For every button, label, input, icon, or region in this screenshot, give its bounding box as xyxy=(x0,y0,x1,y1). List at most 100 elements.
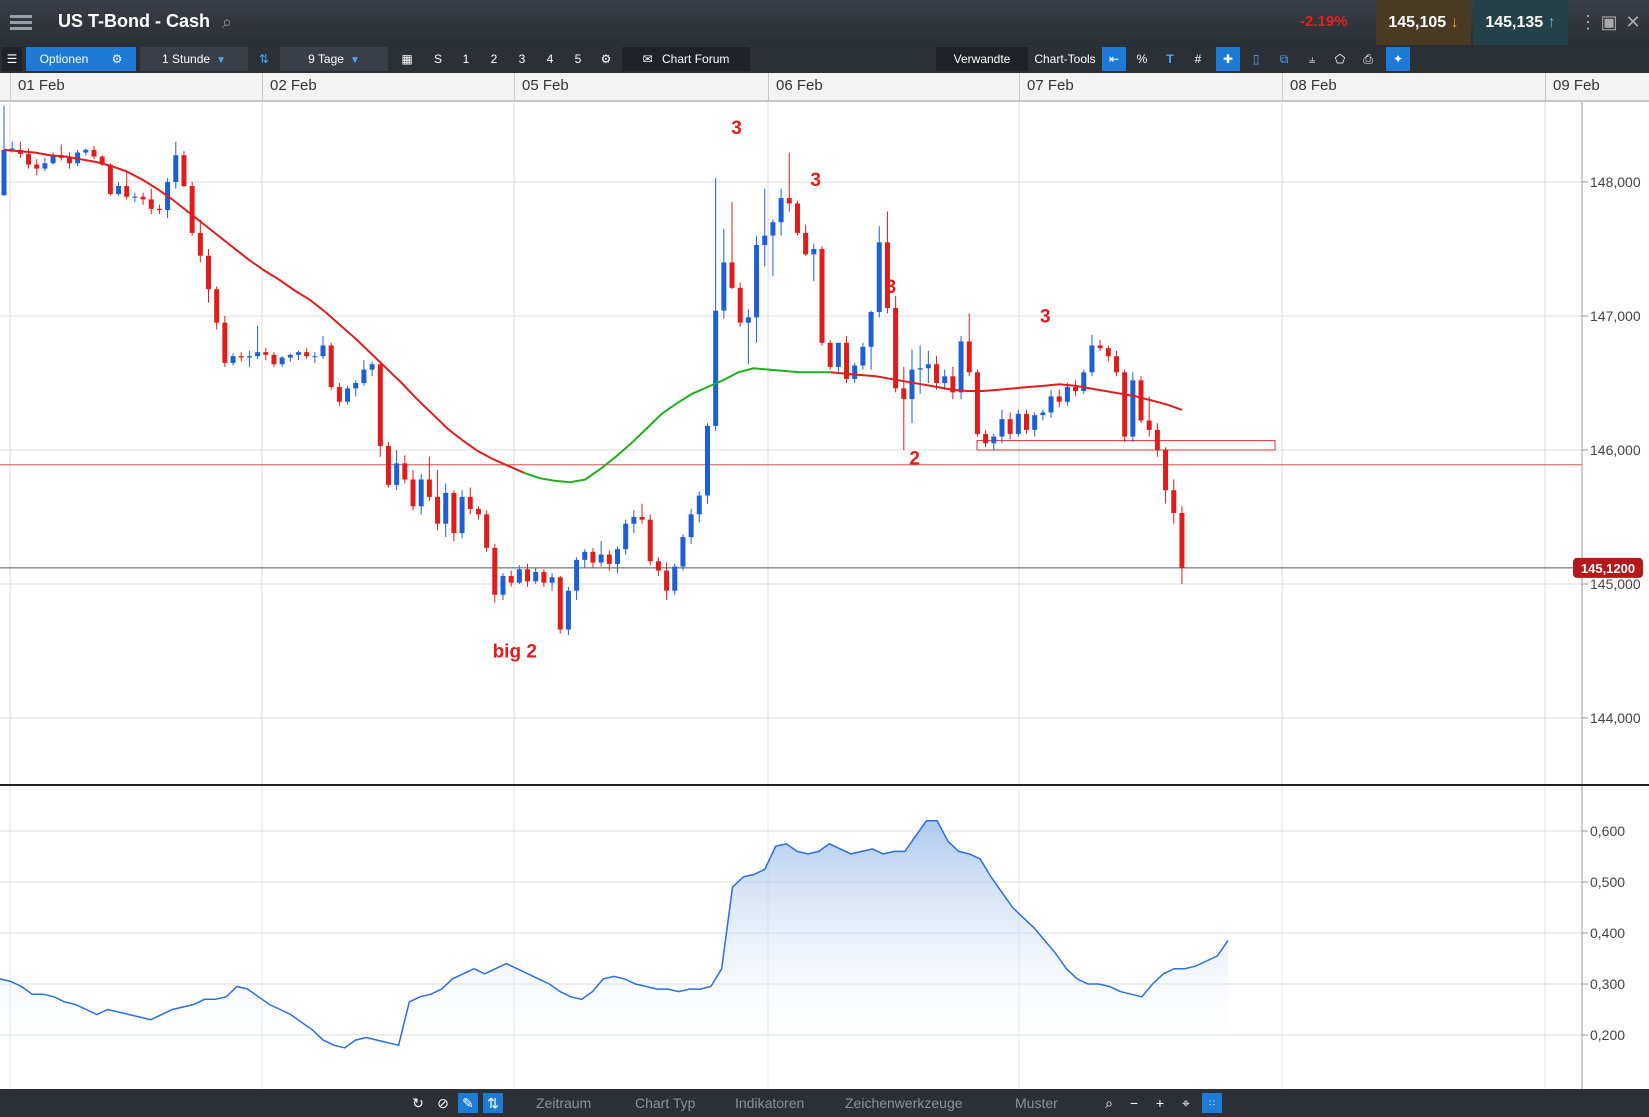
chart-forum-button[interactable]: ✉ Chart Forum xyxy=(622,47,750,71)
indicator-chart[interactable]: 0,600 0,500 0,400 0,300 0,200 xyxy=(0,786,1649,1089)
date-axis: 01 Feb 02 Feb 05 Feb 06 Feb 07 Feb 08 Fe… xyxy=(0,73,1649,102)
zoom-in-icon[interactable]: + xyxy=(1155,1095,1165,1111)
candle-body xyxy=(394,463,400,485)
candle-body xyxy=(884,242,890,308)
bid-price-button[interactable]: 145,105 ↓ xyxy=(1376,0,1471,45)
up-down-icon[interactable]: ⇅ xyxy=(258,52,270,66)
label-tag-icon[interactable]: ⬠ xyxy=(1334,52,1346,66)
date-separator xyxy=(1019,73,1020,100)
options-button[interactable]: Optionen ⚙ xyxy=(26,47,136,71)
crosshair-icon[interactable]: ✚ xyxy=(1216,47,1240,71)
close-icon[interactable]: ✕ xyxy=(1625,12,1641,32)
windows-icon[interactable]: ⧉ xyxy=(1279,52,1289,66)
bottom-toolbar: ↻ ⊘ ✎ ⇅ Zeitraum Chart Typ Indikatoren Z… xyxy=(0,1089,1649,1117)
candle-body xyxy=(901,388,907,400)
candle-body xyxy=(934,364,940,383)
bar-tool-icon[interactable]: ⫨ xyxy=(1308,52,1316,66)
quick-button-4[interactable]: 4 xyxy=(546,52,554,66)
candle-body xyxy=(83,149,89,153)
refresh-icon[interactable]: ↻ xyxy=(412,1095,424,1111)
candle-body xyxy=(132,196,138,198)
settings-gear-icon[interactable]: ⚙ xyxy=(600,52,612,66)
candle-body xyxy=(1048,396,1054,413)
indicators-menu[interactable]: Indikatoren xyxy=(735,1095,805,1111)
candle-body xyxy=(1040,412,1046,416)
candle-body xyxy=(385,445,391,485)
interval-select[interactable]: 1 Stunde ▼ xyxy=(140,47,248,71)
candle-body xyxy=(827,342,833,367)
sort-icon[interactable]: ⇅ xyxy=(483,1093,503,1113)
candle-body xyxy=(426,479,432,497)
print-icon[interactable]: ⎙ xyxy=(1363,52,1373,66)
y-tick-label: 147,000 xyxy=(1590,308,1641,324)
grid-icon[interactable]: # xyxy=(1194,52,1202,66)
candle-body xyxy=(1154,429,1160,450)
candle-body xyxy=(754,244,760,318)
magic-settings-icon[interactable]: ✦ xyxy=(1386,47,1410,71)
quick-button-1[interactable]: 1 xyxy=(462,52,470,66)
timeframe-menu[interactable]: Zeitraum xyxy=(536,1095,592,1111)
crosshair-icon[interactable]: ⌖ xyxy=(1182,1095,1190,1111)
candle-body xyxy=(246,356,252,358)
candle-body xyxy=(688,514,694,538)
candle-body xyxy=(549,577,555,583)
ask-price-button[interactable]: 145,135 ↑ xyxy=(1473,0,1568,45)
candle-icon[interactable]: ▯ xyxy=(1252,52,1260,66)
candle-body xyxy=(1097,345,1103,349)
moving-average-line-rising xyxy=(523,367,831,484)
restore-window-icon[interactable]: ▣ xyxy=(1600,12,1618,32)
candle-body xyxy=(222,322,228,363)
instrument-title: US T-Bond - Cash xyxy=(58,11,210,31)
candle-body xyxy=(598,554,604,563)
pane-divider[interactable] xyxy=(0,784,1649,786)
quick-button-s[interactable]: S xyxy=(433,52,442,66)
zoom-icon[interactable]: ⌕ xyxy=(1105,1095,1113,1111)
candle-body xyxy=(574,559,580,591)
quick-button-5[interactable]: 5 xyxy=(574,52,582,66)
quick-button-2[interactable]: 2 xyxy=(490,52,498,66)
chart-forum-label: Chart Forum xyxy=(662,52,730,66)
candle-body xyxy=(893,307,899,389)
candle-body xyxy=(214,289,220,323)
search-icon[interactable]: ⌕ xyxy=(222,12,233,32)
candle-body xyxy=(770,222,776,236)
block-icon[interactable]: ⊘ xyxy=(437,1095,449,1111)
candle-body xyxy=(500,575,506,595)
numbers-icon[interactable]: ∷ xyxy=(1202,1093,1222,1113)
candle-body xyxy=(868,311,874,347)
chart-type-menu[interactable]: Chart Typ xyxy=(635,1095,696,1111)
drawing-tools-menu[interactable]: Zeichenwerkzeuge xyxy=(845,1095,963,1111)
candle-body xyxy=(377,364,383,446)
candle-body xyxy=(238,356,244,358)
zoom-out-icon[interactable]: − xyxy=(1129,1095,1139,1111)
patterns-menu[interactable]: Muster xyxy=(1015,1095,1058,1111)
title-bar: US T-Bond - Cash ⌕ -2.19% 145,105 ↓ 145,… xyxy=(0,0,1649,45)
candle-body xyxy=(909,369,915,400)
arrow-left-icon[interactable]: ⇤ xyxy=(1102,47,1126,71)
candle-body xyxy=(369,364,375,370)
text-tool-icon[interactable]: T xyxy=(1166,52,1174,66)
related-button[interactable]: Verwandte xyxy=(936,47,1028,71)
candle-body xyxy=(173,155,179,182)
candle-body xyxy=(50,155,56,164)
candle-body xyxy=(1007,419,1013,434)
candle-body xyxy=(672,566,678,591)
candle-body xyxy=(958,341,964,393)
candle-body xyxy=(206,255,211,290)
quick-button-3[interactable]: 3 xyxy=(518,52,526,66)
candle-body xyxy=(34,164,40,169)
layout-icon[interactable]: ☰ xyxy=(2,47,22,71)
candle-body xyxy=(287,354,293,358)
pencil-icon[interactable]: ✎ xyxy=(458,1093,478,1113)
range-select[interactable]: 9 Tage ▼ xyxy=(280,47,388,71)
hamburger-menu-icon[interactable] xyxy=(10,12,32,32)
candle-body xyxy=(623,523,629,550)
candle-body xyxy=(42,163,48,169)
chart-toolbar: ☰ Optionen ⚙ 1 Stunde ▼ ⇅ 9 Tage ▼ ▦ S 1 2… xyxy=(0,45,1649,73)
candle-body xyxy=(615,549,620,564)
drag-handle-icon[interactable]: ⋮ xyxy=(1579,12,1597,32)
percent-button[interactable]: % xyxy=(1136,52,1148,66)
date-separator xyxy=(514,73,515,100)
calendar-icon[interactable]: ▦ xyxy=(401,52,413,66)
